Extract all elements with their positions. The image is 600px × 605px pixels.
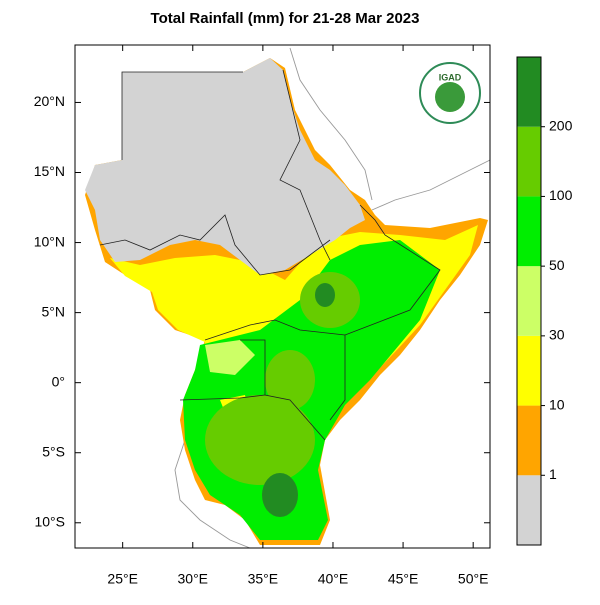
colorbar-tick-label: 50	[549, 257, 565, 273]
colorbar-tick-label: 100	[549, 187, 573, 203]
colorbar-segment	[517, 335, 541, 406]
colorbar-segment	[517, 475, 541, 545]
colorbar-tick-label: 1	[549, 466, 557, 482]
logo-text: IGAD	[439, 72, 462, 82]
country-border	[279, 69, 331, 261]
y-tick-label: 0°	[52, 373, 65, 389]
map-area	[75, 45, 490, 548]
x-tick-label: 25°E	[107, 571, 138, 587]
map-title: Total Rainfall (mm) for 21-28 Mar 2023	[151, 10, 420, 27]
x-tick-label: 45°E	[388, 571, 419, 587]
colorbar-tick-label: 200	[549, 117, 573, 133]
country-border	[329, 204, 441, 421]
y-tick-label: 15°N	[34, 163, 65, 179]
colorbar-segment	[517, 196, 541, 267]
coastline	[289, 47, 373, 201]
country-border	[121, 71, 243, 160]
country-border	[99, 214, 331, 276]
country-border	[204, 319, 346, 341]
y-tick-label: 5°S	[42, 443, 65, 459]
x-tick-label: 35°E	[248, 571, 279, 587]
x-tick-label: 40°E	[318, 571, 349, 587]
y-tick-label: 5°N	[42, 303, 66, 319]
y-tick-label: 10°N	[34, 233, 65, 249]
rain-200	[315, 283, 335, 307]
no-rain	[85, 58, 365, 275]
rain-200	[262, 473, 298, 517]
x-tick-label: 50°E	[458, 571, 489, 587]
colorbar-tick-label: 10	[549, 396, 565, 412]
y-tick-label: 10°S	[34, 513, 65, 529]
rain-100-200	[205, 395, 315, 485]
y-tick-label: 20°N	[34, 93, 65, 109]
rain-100-200	[265, 350, 315, 410]
logo-globe	[435, 82, 465, 112]
colorbar-segment	[517, 126, 541, 197]
coastline	[174, 439, 251, 548]
colorbar-tick-label: 30	[549, 327, 565, 343]
map-frame	[74, 44, 491, 549]
rain-30-50	[205, 340, 255, 375]
colorbar-segment	[517, 405, 541, 476]
x-tick-label: 30°E	[178, 571, 209, 587]
country-border	[179, 394, 266, 401]
igad-logo: IGAD	[419, 62, 481, 124]
coastline	[371, 159, 490, 211]
colorbar-segment	[517, 266, 541, 336]
colorbar-frame	[516, 56, 542, 546]
colorbar-segment	[517, 57, 541, 127]
